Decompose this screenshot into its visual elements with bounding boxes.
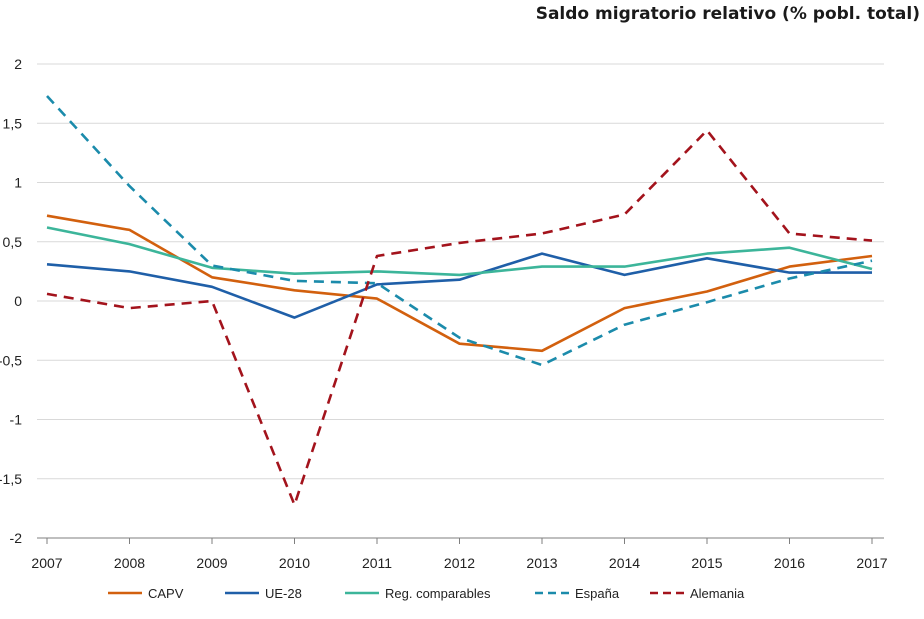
legend-label: Reg. comparables: [385, 586, 491, 601]
y-tick-label: 0: [14, 293, 22, 309]
x-tick-label: 2011: [362, 555, 392, 571]
y-axis-ticks: 2 1,5 1 0,5 0 -0,5 -1 -1,5 -2: [0, 56, 22, 546]
y-tick-label: -1,5: [0, 471, 22, 487]
x-tick-label: 2016: [774, 555, 805, 571]
legend-label: España: [575, 586, 620, 601]
series-lines: [46, 95, 873, 507]
legend: CAPV UE-28 Reg. comparables España Alemania: [108, 586, 745, 601]
y-tick-label: 1,5: [3, 115, 23, 131]
x-tick-label: 2015: [691, 555, 722, 571]
legend-label: Alemania: [690, 586, 745, 601]
x-tick-label: 2010: [279, 555, 310, 571]
x-tick-label: 2012: [444, 555, 475, 571]
x-tick-label: 2017: [856, 555, 887, 571]
legend-label: UE-28: [265, 586, 302, 601]
x-tick-label: 2007: [31, 555, 62, 571]
y-tick-label: 1: [14, 175, 22, 191]
legend-label: CAPV: [148, 586, 184, 601]
series-line-espa-a: [46, 95, 873, 367]
x-tick-label: 2009: [196, 555, 227, 571]
y-tick-label: -2: [10, 530, 23, 546]
x-axis-ticks: 2007 2008 2009 2010 2011 2012 2013 2014 2015 2016…: [31, 538, 888, 571]
series-line-capv: [46, 214, 873, 353]
x-tick-label: 2008: [114, 555, 145, 571]
series-line-alemania: [46, 129, 873, 507]
chart-title: Saldo migratorio relativo (% pobl. total…: [535, 4, 920, 24]
y-tick-label: 2: [14, 56, 22, 72]
y-tick-label: -0,5: [0, 352, 22, 368]
series-line-ue-28: [46, 252, 872, 319]
x-tick-label: 2013: [526, 555, 557, 571]
x-tick-label: 2014: [609, 555, 640, 571]
series-line-reg-comparables: [46, 226, 873, 277]
y-tick-label: 0,5: [3, 234, 23, 250]
grid-lines: [37, 63, 884, 480]
y-tick-label: -1: [10, 412, 23, 428]
